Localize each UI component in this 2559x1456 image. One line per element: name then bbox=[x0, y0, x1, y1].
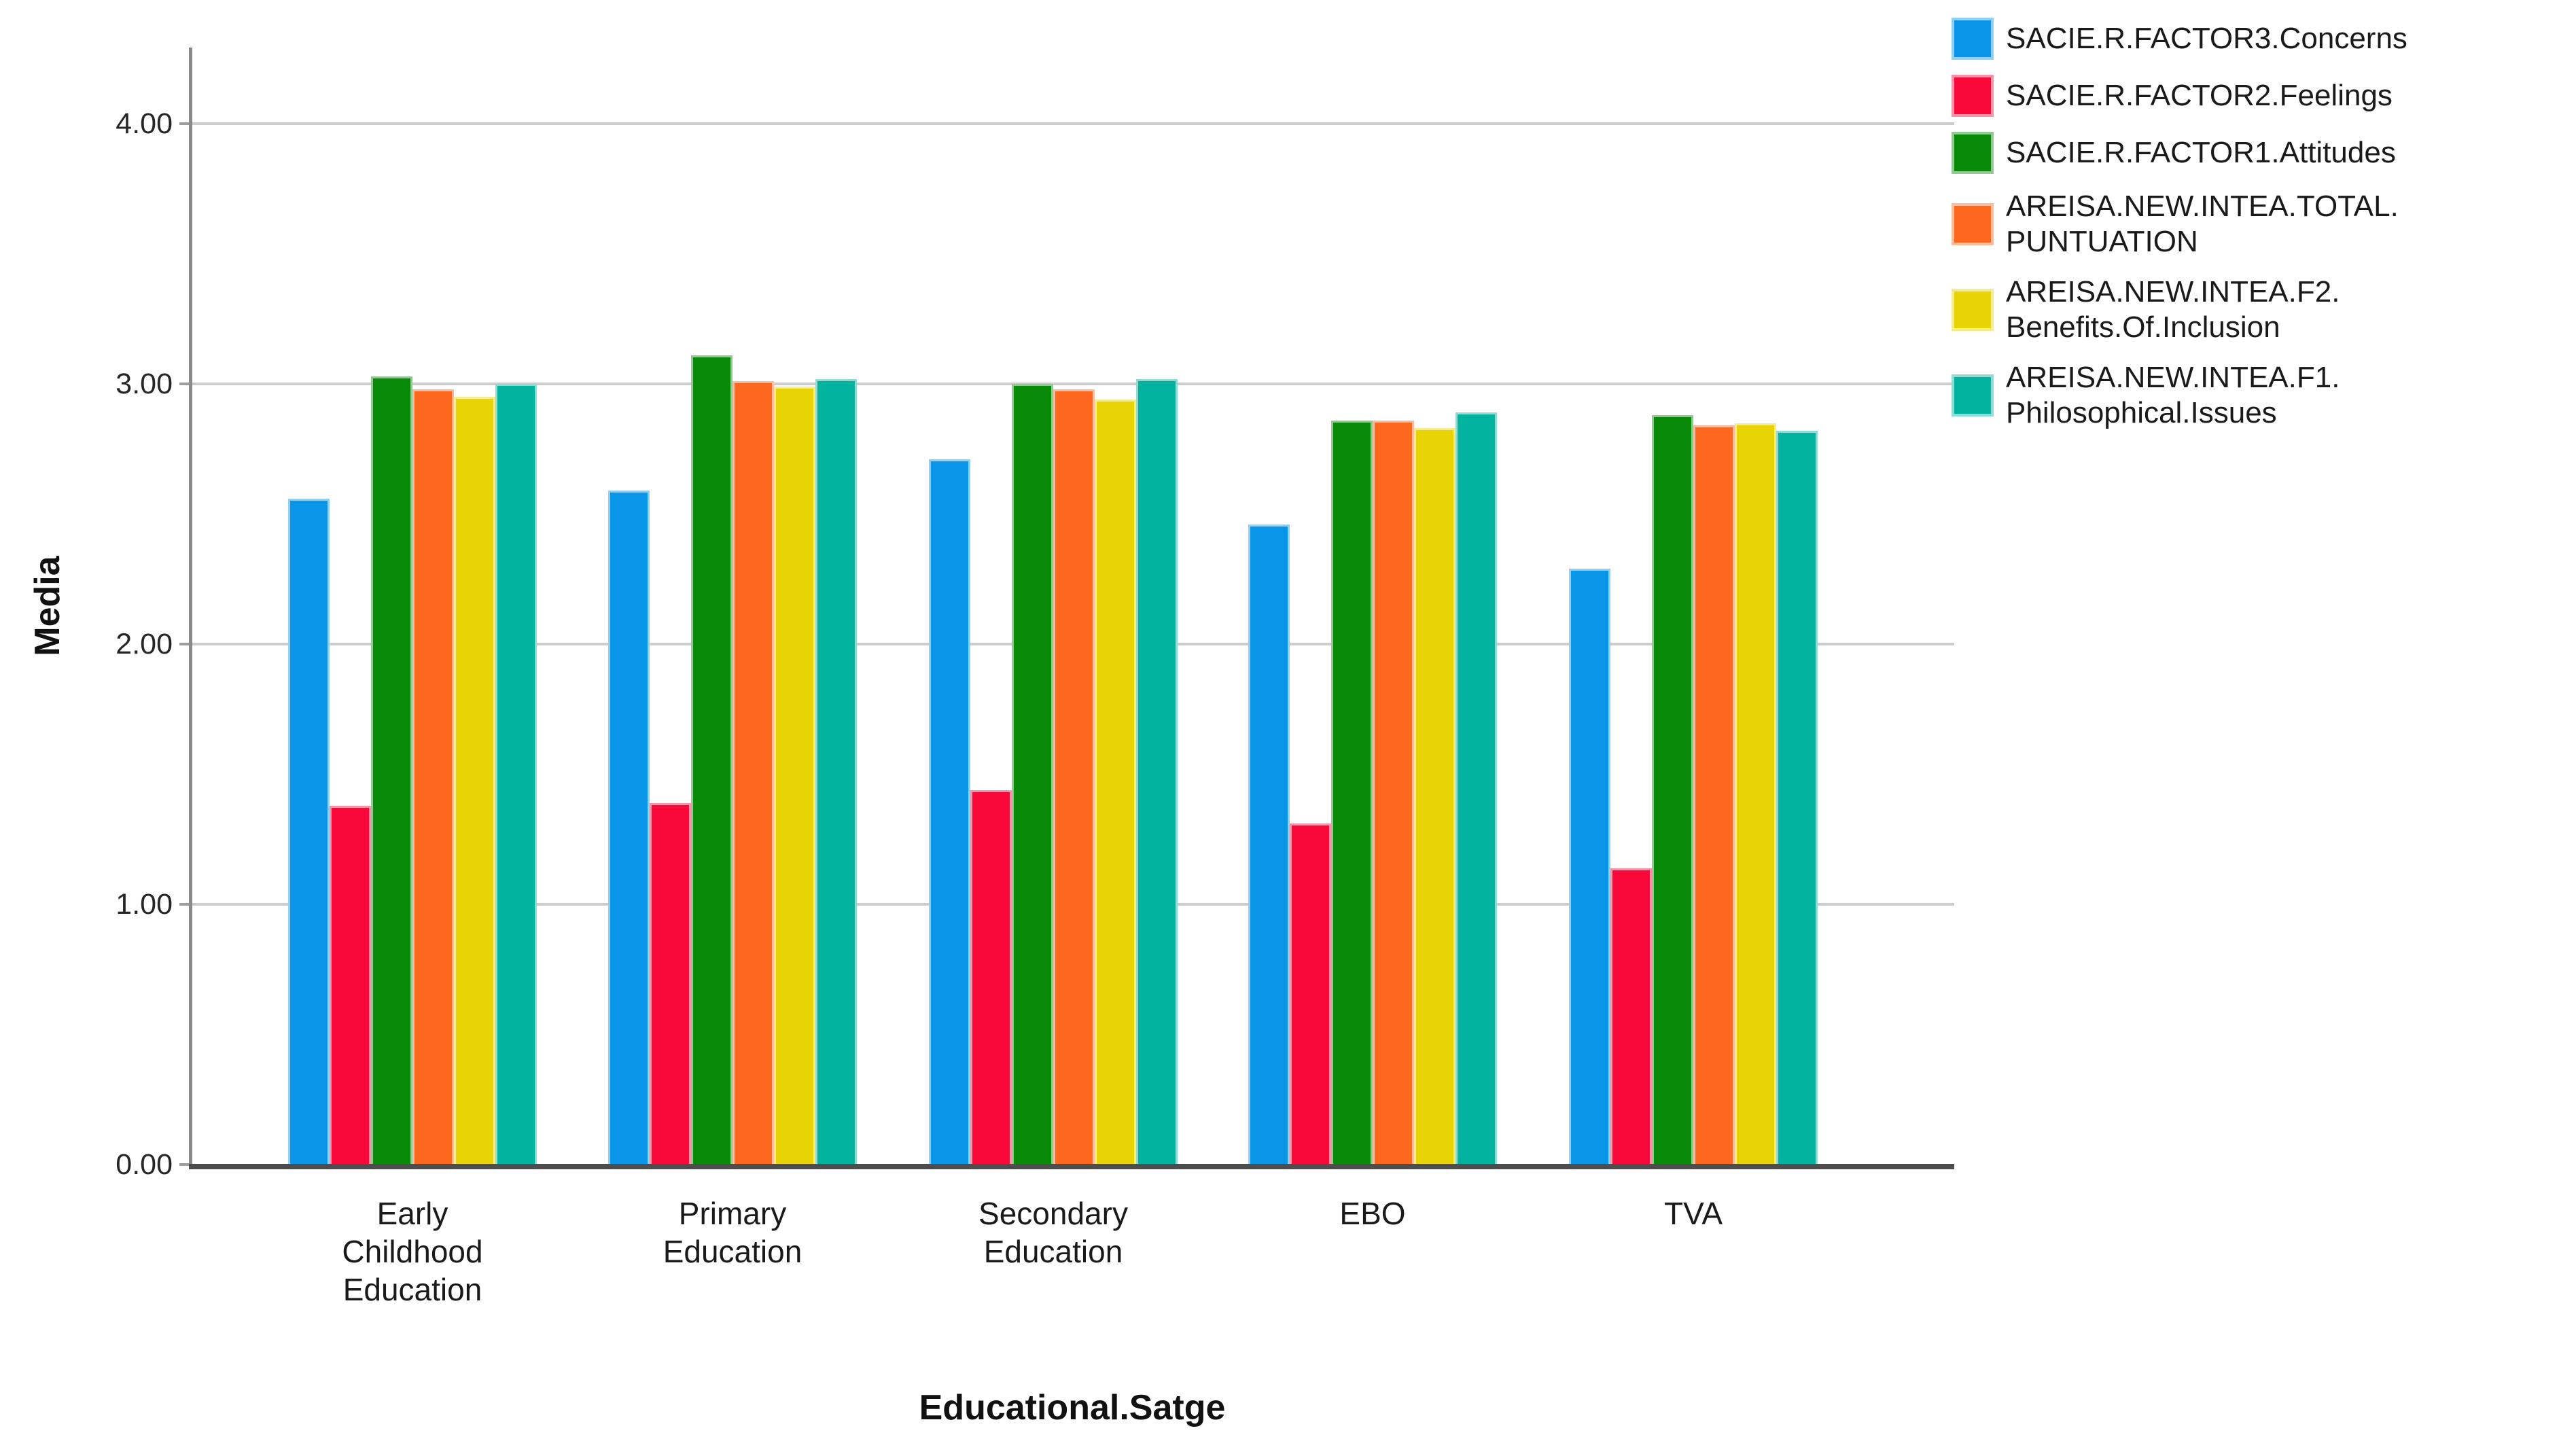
bar bbox=[1610, 868, 1652, 1167]
bar bbox=[330, 806, 371, 1167]
legend-item: AREISA.NEW.INTEA.F1. Philosophical.Issue… bbox=[1952, 360, 2549, 431]
bar bbox=[691, 355, 733, 1167]
y-tick-mark bbox=[179, 643, 190, 645]
legend-label: AREISA.NEW.INTEA.TOTAL. PUNTUATION bbox=[2006, 190, 2399, 258]
legend-swatch bbox=[1952, 289, 1994, 331]
legend-label: SACIE.R.FACTOR2.Feelings bbox=[2006, 79, 2393, 112]
bar bbox=[774, 387, 815, 1167]
legend-item: AREISA.NEW.INTEA.F2. Benefits.Of.Inclusi… bbox=[1952, 274, 2549, 345]
y-tick-mark bbox=[179, 383, 190, 385]
y-tick-label: 0.00 bbox=[116, 1148, 173, 1181]
bar bbox=[650, 803, 691, 1167]
bar bbox=[1248, 525, 1290, 1167]
bar-cluster bbox=[929, 48, 1178, 1167]
legend-item: SACIE.R.FACTOR1.Attitudes bbox=[1952, 132, 2549, 174]
bar bbox=[371, 376, 412, 1167]
bar bbox=[1373, 421, 1414, 1167]
bar bbox=[1053, 389, 1095, 1167]
bar bbox=[1095, 399, 1136, 1167]
bar bbox=[1012, 384, 1053, 1167]
legend-swatch bbox=[1952, 75, 1994, 117]
y-tick-label: 2.00 bbox=[116, 628, 173, 660]
y-gridline bbox=[179, 383, 1954, 385]
category-label: Secondary Education bbox=[978, 1196, 1128, 1269]
bar bbox=[1652, 415, 1693, 1167]
legend: SACIE.R.FACTOR3.Concerns SACIE.R.FACTOR2.… bbox=[1952, 18, 2549, 431]
y-tick-mark bbox=[179, 1163, 190, 1166]
bar bbox=[815, 379, 857, 1167]
x-axis-line bbox=[189, 1164, 1954, 1169]
category-label: TVA bbox=[1663, 1196, 1723, 1231]
x-axis-title: Educational.Satge bbox=[919, 1388, 1226, 1427]
bar bbox=[1290, 823, 1331, 1167]
legend-item: AREISA.NEW.INTEA.TOTAL. PUNTUATION bbox=[1952, 189, 2549, 260]
legend-swatch bbox=[1952, 374, 1994, 416]
bar bbox=[1136, 379, 1178, 1167]
legend-swatch bbox=[1952, 18, 1994, 60]
bar bbox=[1693, 425, 1735, 1167]
legend-label: AREISA.NEW.INTEA.F2. Benefits.Of.Inclusi… bbox=[2006, 275, 2340, 344]
bar-cluster bbox=[1569, 48, 1818, 1167]
legend-swatch bbox=[1952, 132, 1994, 174]
bar-cluster bbox=[288, 48, 537, 1167]
bar bbox=[454, 397, 495, 1167]
bar bbox=[733, 381, 774, 1167]
bar-cluster bbox=[608, 48, 857, 1167]
bar-cluster bbox=[1248, 48, 1497, 1167]
bar bbox=[608, 491, 650, 1167]
bar bbox=[1569, 569, 1610, 1167]
bar bbox=[1735, 423, 1776, 1167]
y-gridline bbox=[179, 122, 1954, 125]
category-label: Early Childhood Education bbox=[342, 1196, 483, 1307]
bar bbox=[495, 384, 537, 1167]
bar bbox=[1414, 428, 1455, 1167]
legend-label: SACIE.R.FACTOR3.Concerns bbox=[2006, 22, 2407, 55]
bar bbox=[1776, 431, 1818, 1167]
legend-label: SACIE.R.FACTOR1.Attitudes bbox=[2006, 136, 2396, 169]
bar bbox=[288, 499, 330, 1167]
y-tick-label: 4.00 bbox=[116, 107, 173, 140]
category-label: EBO bbox=[1339, 1196, 1406, 1231]
bar bbox=[929, 459, 970, 1167]
legend-label: AREISA.NEW.INTEA.F1. Philosophical.Issue… bbox=[2006, 361, 2340, 429]
y-tick-label: 3.00 bbox=[116, 368, 173, 400]
legend-swatch bbox=[1952, 203, 1994, 245]
bar bbox=[412, 389, 454, 1167]
bar bbox=[970, 790, 1012, 1167]
bar bbox=[1331, 421, 1373, 1167]
legend-item: SACIE.R.FACTOR3.Concerns bbox=[1952, 18, 2549, 60]
category-label: Primary Education bbox=[663, 1196, 802, 1269]
y-tick-mark bbox=[179, 903, 190, 906]
legend-item: SACIE.R.FACTOR2.Feelings bbox=[1952, 75, 2549, 117]
y-axis-line bbox=[189, 48, 192, 1169]
bar bbox=[1455, 412, 1497, 1167]
y-tick-label: 1.00 bbox=[116, 888, 173, 921]
y-tick-mark bbox=[179, 122, 190, 125]
